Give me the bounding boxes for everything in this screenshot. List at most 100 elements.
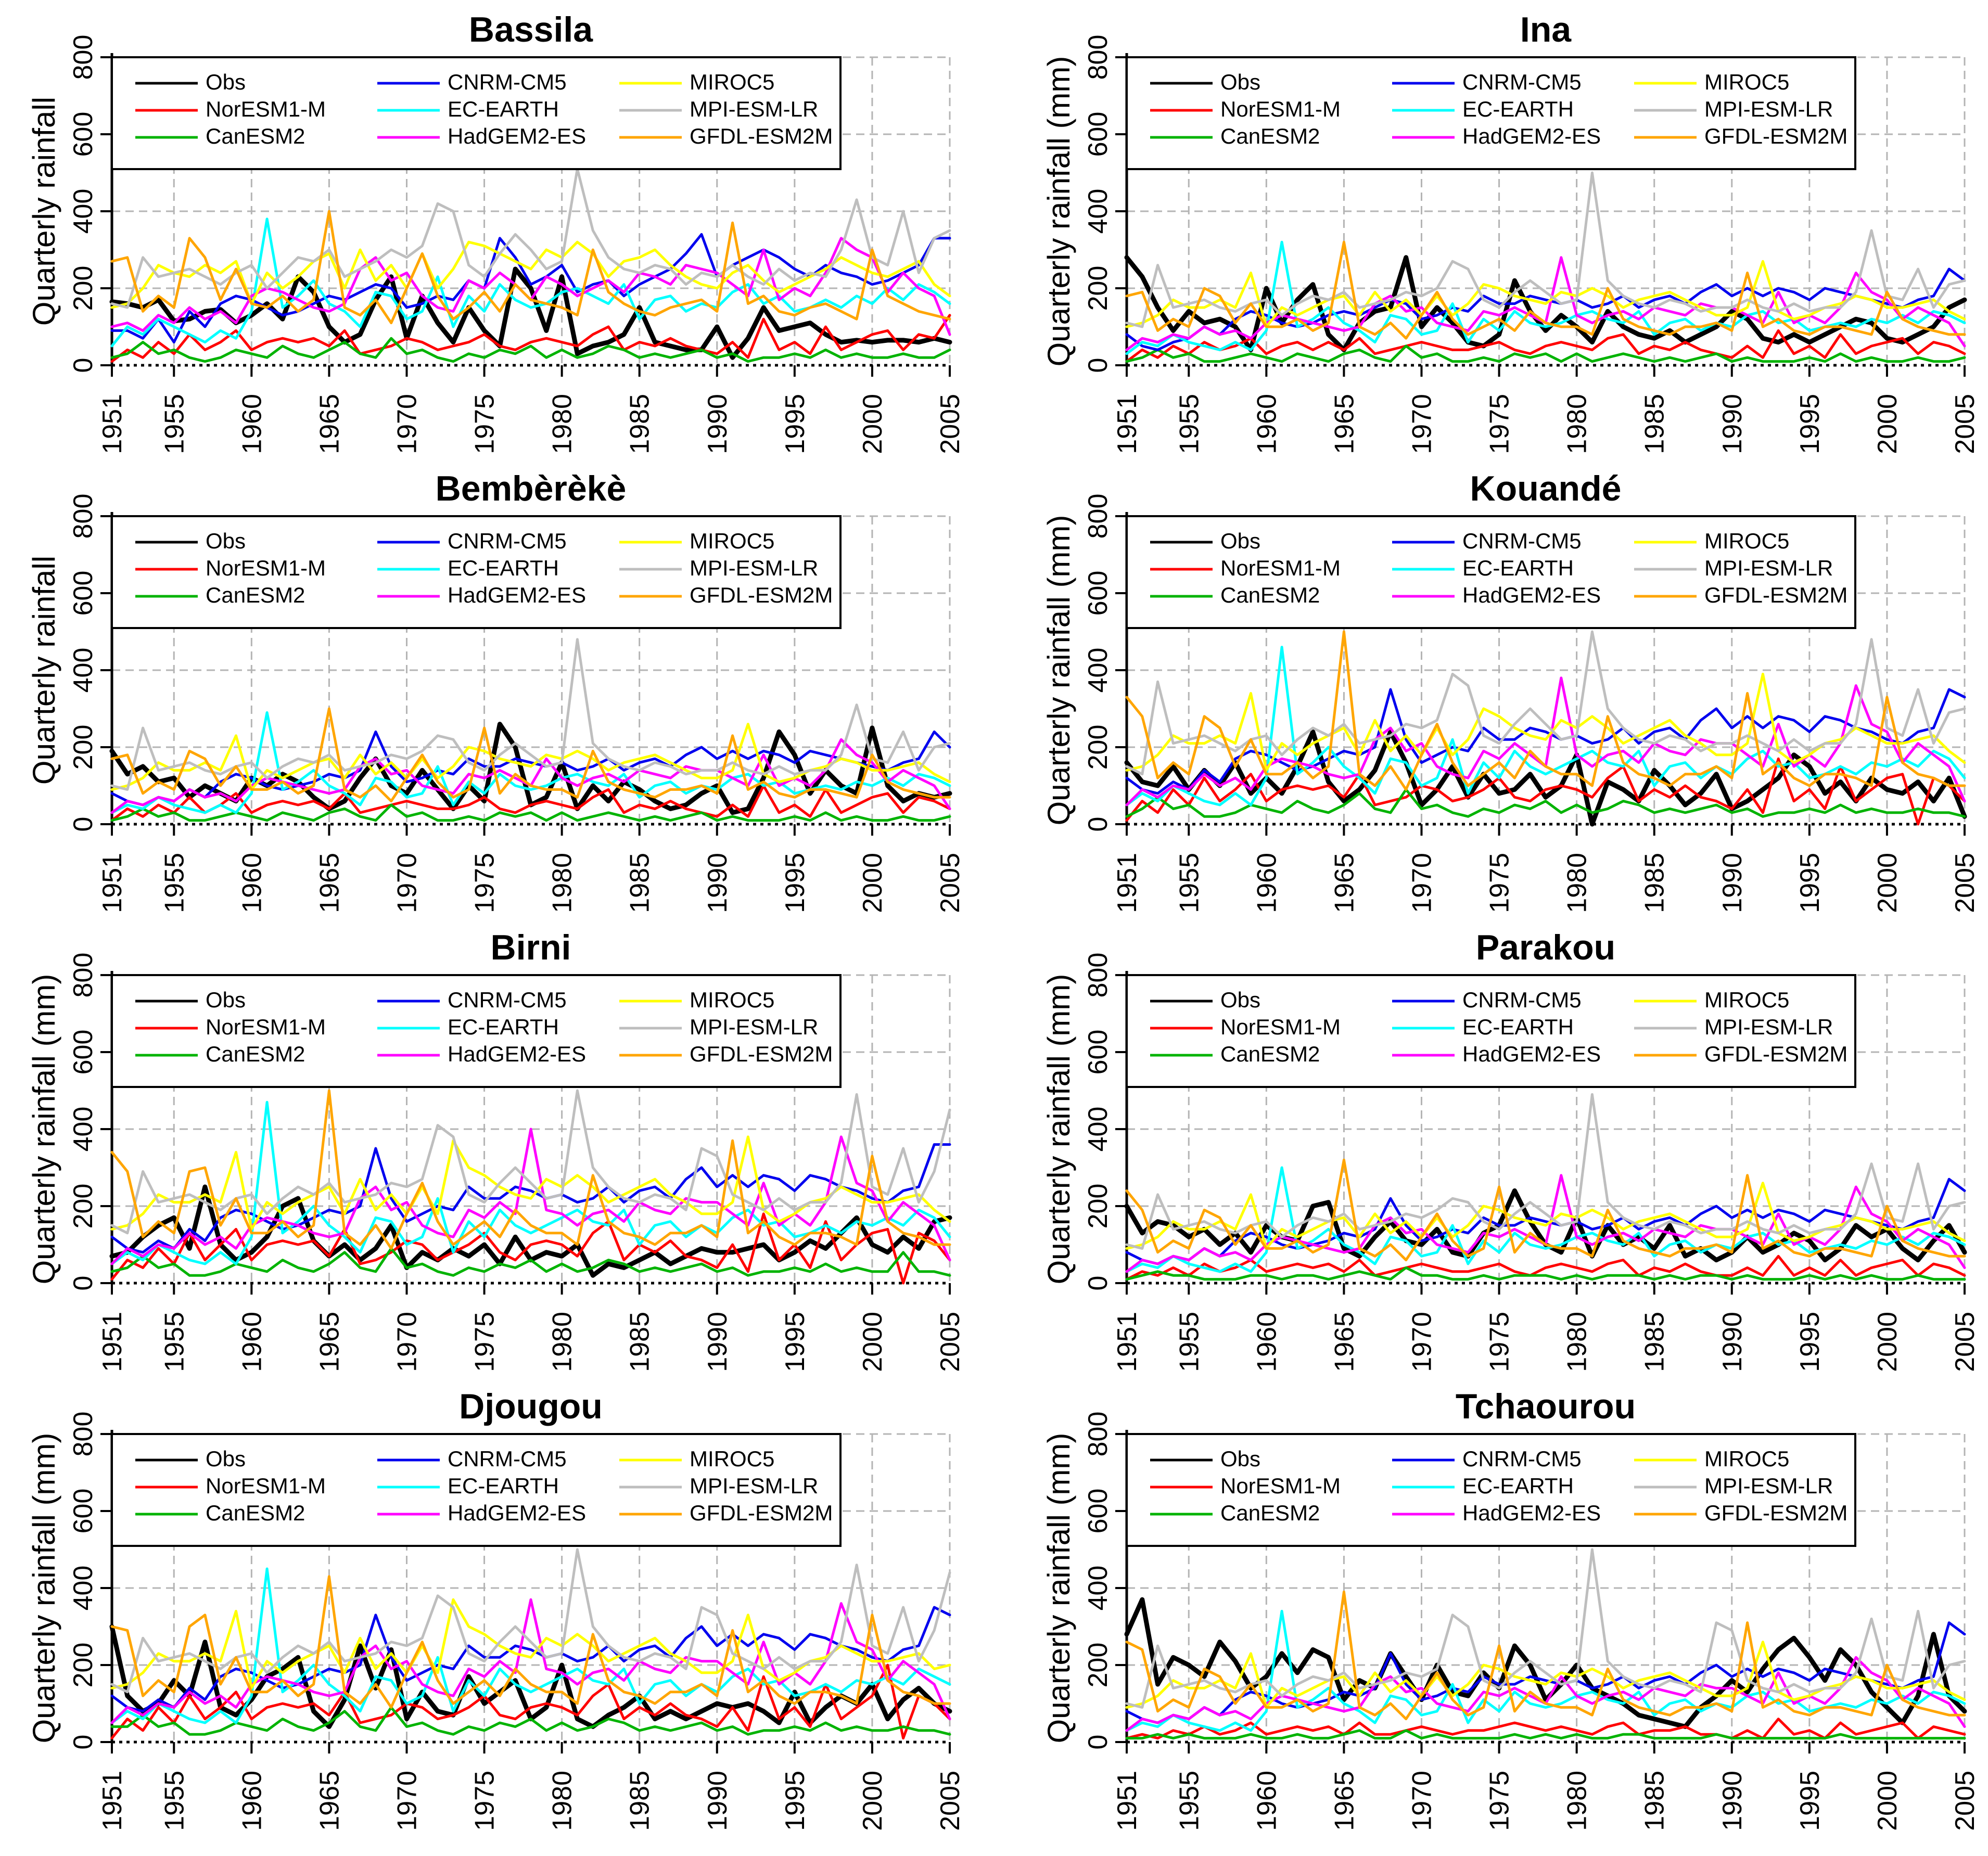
legend-label: MIROC5 xyxy=(690,529,774,553)
y-tick-label: 200 xyxy=(68,1184,98,1229)
y-tick-label: 800 xyxy=(1083,953,1113,998)
x-tick-label: 1990 xyxy=(1717,394,1748,454)
x-tick-label: 1955 xyxy=(1174,853,1204,913)
legend-box xyxy=(111,56,842,170)
y-axis-label: Quarterly rainfall xyxy=(27,97,61,326)
legend-item-canesm2: CanESM2 xyxy=(135,1042,305,1066)
x-tick-label: 1975 xyxy=(470,1312,500,1372)
legend-label: HadGEM2-ES xyxy=(1462,1501,1601,1525)
legend-label: CNRM-CM5 xyxy=(1462,70,1582,94)
y-tick-label: 800 xyxy=(68,494,98,539)
y-tick-label: 800 xyxy=(1083,1412,1113,1457)
x-tick-label: 1951 xyxy=(1112,1312,1142,1372)
legend-item-cnrm-cm5: CNRM-CM5 xyxy=(377,70,567,94)
legend-item-gfdl-esm2m: GFDL-ESM2M xyxy=(619,583,833,607)
legend-label: MIROC5 xyxy=(1704,988,1789,1012)
legend: Obs NorESM1-M CanESM2 CNRM-CM5 EC-EARTH HadGE… xyxy=(111,974,842,1088)
legend: Obs NorESM1-M CanESM2 CNRM-CM5 EC-EARTH HadGE… xyxy=(1126,974,1856,1088)
legend-item-noresm1-m: NorESM1-M xyxy=(1150,1015,1341,1039)
legend-item-gfdl-esm2m: GFDL-ESM2M xyxy=(1634,124,1847,148)
legend-label: CNRM-CM5 xyxy=(448,70,567,94)
y-tick-label: 200 xyxy=(1083,266,1113,311)
x-tick-label: 1965 xyxy=(314,1312,345,1372)
x-tick-label: 2005 xyxy=(935,394,965,454)
legend-item-obs: Obs xyxy=(135,529,246,553)
panel-title: Birni xyxy=(491,928,571,967)
series-line-cnrm-cm5 xyxy=(1125,688,1966,795)
legend-item-miroc5: MIROC5 xyxy=(619,1447,774,1471)
legend: Obs NorESM1-M CanESM2 CNRM-CM5 EC-EARTH HadGE… xyxy=(1126,56,1856,170)
legend-label: Obs xyxy=(1220,70,1260,94)
y-tick-label: 200 xyxy=(1083,1643,1113,1688)
legend-item-noresm1-m: NorESM1-M xyxy=(135,1474,326,1498)
legend-label: Obs xyxy=(206,1447,246,1471)
x-tick-label: 2005 xyxy=(1950,394,1980,454)
x-tick-label: 1985 xyxy=(625,394,655,454)
x-tick-label: 1980 xyxy=(547,394,578,454)
legend-label: NorESM1-M xyxy=(206,556,326,580)
y-tick-label: 0 xyxy=(68,358,98,373)
x-tick-label: 1970 xyxy=(1407,1771,1437,1831)
series-group xyxy=(109,638,952,822)
series-line-canesm2 xyxy=(1125,1729,1966,1740)
x-tick-label: 1995 xyxy=(780,1312,810,1372)
x-tick-label: 2005 xyxy=(1950,1771,1980,1831)
series-line-gfdl-esm2m xyxy=(110,1575,951,1709)
x-tick-label: 1970 xyxy=(1407,394,1437,454)
x-tick-label: 2000 xyxy=(858,1312,888,1372)
x-tick-label: 1995 xyxy=(1795,1771,1825,1831)
series-line-mpi-esm-lr xyxy=(110,638,951,791)
x-tick-label: 1960 xyxy=(237,1771,267,1831)
y-tick-label: 200 xyxy=(68,725,98,770)
panel-birni: 0 200 400 600 800 1951 1955 1960 1965 1970 1975 198… xyxy=(27,928,965,1372)
legend-item-miroc5: MIROC5 xyxy=(1634,70,1789,94)
legend-label: CNRM-CM5 xyxy=(1462,529,1582,553)
panel-title: Tchaourou xyxy=(1456,1387,1636,1426)
x-tick-label: 2005 xyxy=(1950,853,1980,913)
x-tick-label: 1960 xyxy=(1252,1771,1282,1831)
x-tick-label: 1955 xyxy=(159,853,189,913)
legend-item-mpi-esm-lr: MPI-ESM-LR xyxy=(619,1474,818,1498)
x-tick-label: 1980 xyxy=(1562,1771,1592,1831)
y-tick-label: 800 xyxy=(68,35,98,80)
legend-item-ec-earth: EC-EARTH xyxy=(377,97,559,121)
x-tick-label: 1990 xyxy=(703,853,733,913)
series-line-gfdl-esm2m xyxy=(110,707,951,803)
series-group xyxy=(109,1089,952,1285)
y-axis-label: Quarterly rainfall (mm) xyxy=(1041,1433,1076,1744)
x-tick-label: 1970 xyxy=(392,853,422,913)
legend-item-cnrm-cm5: CNRM-CM5 xyxy=(1392,988,1582,1012)
panel-kouande: 0 200 400 600 800 1951 1955 1960 1965 1970 1975 198… xyxy=(1041,469,1980,913)
legend-item-canesm2: CanESM2 xyxy=(1150,1042,1320,1066)
legend-item-mpi-esm-lr: MPI-ESM-LR xyxy=(1634,1474,1833,1498)
legend-item-mpi-esm-lr: MPI-ESM-LR xyxy=(1634,1015,1833,1039)
x-tick-label: 1990 xyxy=(703,394,733,454)
y-tick-label: 800 xyxy=(1083,35,1113,80)
x-tick-label: 1951 xyxy=(97,853,128,913)
series-line-noresm1-m xyxy=(1125,329,1966,363)
legend-item-cnrm-cm5: CNRM-CM5 xyxy=(1392,70,1582,94)
y-tick-label: 800 xyxy=(68,953,98,998)
legend-item-cnrm-cm5: CNRM-CM5 xyxy=(1392,1447,1582,1471)
panel-title: Parakou xyxy=(1476,928,1615,967)
legend-label: EC-EARTH xyxy=(1462,556,1574,580)
legend-label: HadGEM2-ES xyxy=(448,1042,586,1066)
legend-item-obs: Obs xyxy=(1150,70,1260,94)
legend-item-hadgem2-es: HadGEM2-ES xyxy=(1392,1501,1601,1525)
legend-label: HadGEM2-ES xyxy=(448,583,586,607)
series-line-obs xyxy=(109,266,952,360)
x-tick-label: 1951 xyxy=(97,1771,128,1831)
x-tick-label: 1970 xyxy=(1407,1312,1437,1372)
y-tick-label: 0 xyxy=(68,817,98,832)
x-tick-label: 1965 xyxy=(314,853,345,913)
legend-item-mpi-esm-lr: MPI-ESM-LR xyxy=(619,556,818,580)
x-tick-label: 1975 xyxy=(470,1771,500,1831)
legend-label: CanESM2 xyxy=(1220,1042,1320,1066)
y-tick-label: 400 xyxy=(1083,189,1113,234)
legend-box xyxy=(1126,1433,1856,1547)
x-tick-label: 1960 xyxy=(1252,1312,1282,1372)
y-tick-label: 200 xyxy=(1083,1184,1113,1229)
x-tick-label: 2000 xyxy=(858,1771,888,1831)
y-tick-label: 600 xyxy=(1083,571,1113,616)
legend-item-gfdl-esm2m: GFDL-ESM2M xyxy=(1634,583,1847,607)
